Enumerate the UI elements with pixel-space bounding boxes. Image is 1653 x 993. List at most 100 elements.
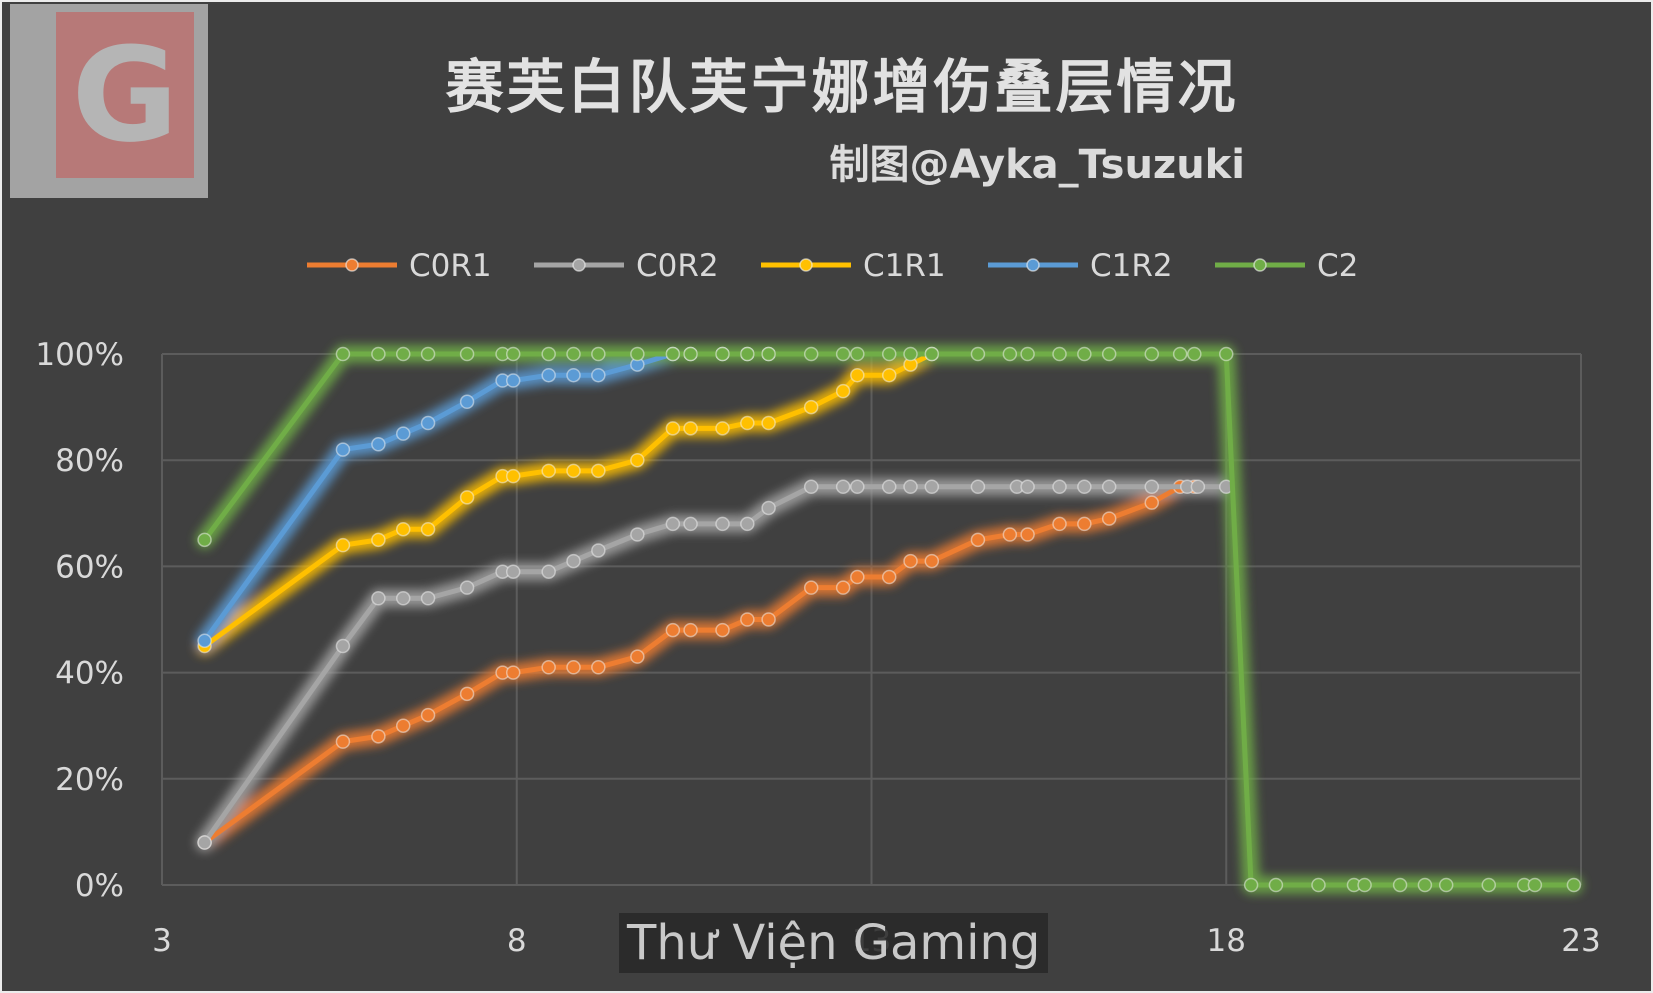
data-point-c0r1 (803, 580, 819, 595)
data-point-c2 (591, 346, 606, 362)
series-lines (197, 346, 1582, 893)
data-point-c0r2 (197, 835, 212, 850)
data-point-c1r1 (740, 415, 755, 431)
data-point-c2 (924, 346, 940, 362)
data-point-c1r1 (591, 463, 606, 479)
data-point-c1r2 (395, 426, 411, 441)
data-point-c0r2 (1144, 479, 1160, 494)
data-point-c2 (566, 346, 581, 362)
data-point-c2 (903, 346, 918, 362)
data-point-c0r2 (1077, 479, 1092, 494)
data-point-c0r1 (335, 734, 351, 749)
data-point-c2 (665, 346, 681, 362)
data-point-c0r1 (850, 569, 865, 585)
data-point-c0r2 (395, 591, 411, 606)
data-point-c1r1 (459, 490, 475, 505)
data-point-c1r1 (630, 452, 645, 468)
data-point-c1r1 (715, 421, 730, 436)
data-point-c0r1 (1144, 495, 1160, 510)
data-point-c0r2 (881, 479, 897, 494)
data-point-c0r2 (850, 479, 865, 494)
legend-marker-c0r2 (572, 258, 586, 272)
data-point-c2 (1392, 877, 1408, 893)
data-point-c2 (1417, 877, 1433, 893)
data-point-c1r2 (335, 442, 351, 457)
data-point-c0r2 (803, 479, 819, 494)
data-point-c2 (541, 346, 556, 362)
data-point-c0r2 (420, 591, 436, 606)
data-point-c2 (1172, 346, 1188, 362)
data-point-c2 (1243, 877, 1259, 893)
data-point-c0r1 (541, 660, 556, 675)
data-point-c1r1 (335, 537, 351, 553)
data-point-c0r2 (335, 638, 351, 654)
y-tick-label: 80% (55, 443, 124, 479)
data-point-c0r1 (395, 718, 411, 733)
data-point-c2 (1144, 346, 1160, 362)
legend-label-c1r2: C1R2 (1090, 248, 1173, 284)
data-point-c0r2 (630, 527, 645, 542)
data-point-c2 (630, 346, 645, 362)
data-point-c0r1 (1052, 516, 1067, 532)
data-point-c1r1 (881, 367, 897, 383)
data-point-c0r1 (505, 665, 521, 680)
data-point-c2 (371, 346, 386, 362)
data-point-c2 (1311, 877, 1326, 893)
data-point-c0r1 (665, 622, 681, 638)
data-point-c0r1 (371, 729, 386, 744)
legend: C0R1 C0R2 C1R1 C1R2 C2 (307, 248, 1358, 284)
y-tick-label: 100% (35, 337, 124, 373)
data-point-c0r2 (371, 591, 386, 606)
data-point-c0r2 (740, 516, 755, 532)
data-point-c1r1 (835, 383, 851, 399)
data-point-c0r1 (1077, 516, 1092, 532)
legend-marker-c1r2 (1026, 258, 1040, 272)
data-point-c1r1 (665, 421, 681, 436)
legend-label-c2: C2 (1317, 248, 1358, 284)
data-point-c0r2 (1052, 479, 1067, 494)
data-point-c2 (1219, 346, 1234, 362)
data-point-c1r2 (420, 415, 436, 431)
y-tick-label: 0% (75, 868, 124, 904)
data-point-c0r2 (924, 479, 940, 494)
legend-label-c0r2: C0R2 (636, 248, 719, 284)
watermark: Thư Viện Gaming (619, 913, 1049, 973)
data-point-c1r1 (850, 367, 865, 383)
data-point-c2 (683, 346, 698, 362)
data-point-c0r1 (630, 649, 645, 664)
data-point-c0r2 (541, 564, 556, 579)
data-point-c0r1 (740, 612, 755, 627)
data-point-c1r2 (591, 367, 606, 383)
chart-title: 赛芙白队芙宁娜增伤叠层情况 (445, 53, 1239, 121)
data-point-c2 (1357, 877, 1372, 893)
data-point-c1r1 (395, 521, 411, 537)
data-point-c0r2 (683, 516, 698, 532)
chart-subtitle: 制图@Ayka_Tsuzuki (829, 142, 1245, 188)
data-point-c2 (1527, 877, 1543, 893)
data-point-c0r1 (970, 532, 986, 548)
legend-marker-c2 (1253, 258, 1267, 272)
data-point-c0r2 (1101, 479, 1117, 494)
data-point-c2 (395, 346, 411, 362)
data-point-c1r2 (371, 437, 386, 452)
data-point-c0r1 (1020, 527, 1035, 542)
data-point-c1r2 (541, 367, 556, 383)
legend-marker-c0r1 (345, 258, 359, 272)
data-point-c0r2 (903, 479, 918, 494)
logo-letter: G (71, 19, 179, 171)
data-point-c2 (803, 346, 819, 362)
legend-label-c1r1: C1R1 (863, 248, 946, 284)
data-point-c1r1 (371, 532, 386, 548)
data-point-c2 (505, 346, 521, 362)
data-point-c1r1 (761, 415, 776, 431)
legend-marker-c1r1 (799, 258, 813, 272)
logo-tile (56, 12, 194, 178)
data-point-c2 (1002, 346, 1018, 362)
data-point-c2 (1052, 346, 1067, 362)
data-point-c2 (715, 346, 730, 362)
data-point-c1r1 (803, 399, 819, 415)
data-point-c2 (1268, 877, 1284, 893)
data-point-c1r1 (683, 421, 698, 436)
